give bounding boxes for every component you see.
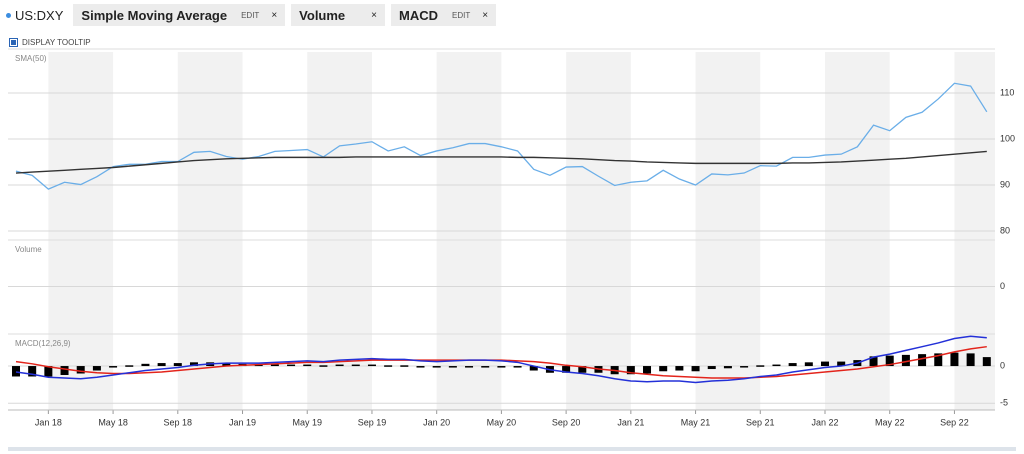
pane-label: Volume	[15, 245, 42, 254]
histogram-bar	[691, 366, 700, 372]
histogram-bar	[465, 366, 474, 368]
histogram-bar	[950, 352, 959, 367]
close-button[interactable]: ×	[482, 9, 489, 21]
histogram-bar	[319, 365, 328, 367]
histogram-bar	[109, 366, 118, 368]
histogram-bar	[189, 362, 198, 367]
histogram-bar	[367, 364, 376, 367]
histogram-bar	[222, 363, 231, 367]
y-tick-label: 80	[1000, 225, 1010, 235]
indicator-name: Volume	[299, 7, 346, 23]
histogram-bar	[821, 361, 829, 367]
histogram-bar	[934, 353, 943, 367]
histogram-bar	[869, 356, 878, 367]
x-tick-label: Jan 21	[617, 417, 644, 427]
x-tick-label: May 21	[681, 417, 711, 427]
histogram-bar	[643, 366, 652, 374]
y-tick-label: 0	[1000, 281, 1005, 291]
histogram-bar	[400, 365, 409, 367]
series-line	[15, 150, 987, 174]
histogram-bar	[723, 366, 732, 369]
histogram-bar	[982, 357, 991, 367]
edit-button[interactable]: EDIT	[452, 10, 471, 20]
toolbar: US:DXY Simple Moving Average EDIT × Volume…	[0, 4, 502, 26]
indicator-tab[interactable]: Simple Moving Average EDIT ×	[73, 4, 286, 26]
x-tick-label: May 20	[487, 417, 517, 427]
histogram-bar	[481, 366, 490, 368]
histogram-bar	[885, 355, 894, 367]
symbol[interactable]: US:DXY	[6, 8, 63, 23]
pane-label: SMA(50)	[15, 54, 47, 63]
y-tick-label: 0	[1000, 360, 1005, 370]
pane-label: MACD(12,26,9)	[15, 339, 71, 348]
histogram-bar	[60, 366, 69, 375]
histogram-bar	[28, 366, 37, 377]
histogram-bar	[173, 363, 182, 367]
x-tick-label: May 22	[875, 417, 905, 427]
histogram-bar	[432, 366, 441, 368]
histogram-bar	[141, 363, 150, 367]
histogram-bar	[901, 354, 910, 367]
histogram-bar	[448, 366, 457, 368]
y-tick-label: 90	[1000, 179, 1010, 189]
x-tick-label: Sep 18	[164, 417, 193, 427]
histogram-bar	[497, 366, 506, 368]
indicator-name: Simple Moving Average	[81, 7, 228, 23]
x-tick-label: Jan 20	[423, 417, 450, 427]
tooltip-toggle[interactable]: DISPLAY TOOLTIP	[9, 38, 91, 47]
histogram-bar	[351, 364, 360, 367]
x-tick-label: Jan 22	[811, 417, 838, 427]
histogram-bar	[659, 366, 668, 372]
x-tick-label: Sep 20	[552, 417, 581, 427]
indicator-tab[interactable]: MACD EDIT ×	[391, 4, 497, 26]
histogram-bar	[529, 366, 538, 371]
histogram-bar	[578, 366, 587, 373]
histogram-bar	[707, 366, 716, 370]
histogram-bar	[788, 363, 797, 367]
histogram-bar	[44, 366, 53, 377]
histogram-bar	[804, 362, 813, 367]
x-tick-label: May 19	[292, 417, 322, 427]
y-tick-label: 100	[1000, 133, 1015, 143]
close-button[interactable]: ×	[371, 9, 378, 21]
histogram-bar	[756, 365, 765, 367]
edit-button[interactable]: EDIT	[241, 10, 260, 20]
histogram-bar	[12, 366, 20, 377]
histogram-bar	[772, 364, 781, 367]
histogram-bar	[513, 366, 522, 368]
histogram-bar	[626, 366, 635, 375]
x-tick-label: Sep 22	[940, 417, 969, 427]
histogram-bar	[125, 365, 134, 367]
histogram-bar	[303, 364, 312, 367]
histogram-bar	[157, 363, 166, 367]
x-tick-label: Sep 19	[358, 417, 387, 427]
histogram-bar	[837, 361, 846, 367]
tooltip-label: DISPLAY TOOLTIP	[22, 38, 91, 47]
indicator-tab[interactable]: Volume ×	[291, 4, 386, 26]
histogram-bar	[740, 366, 749, 368]
histogram-bar	[92, 366, 101, 371]
histogram-bar	[76, 366, 85, 374]
close-button[interactable]: ×	[271, 9, 278, 21]
x-tick-label: May 18	[98, 417, 128, 427]
histogram-bar	[416, 366, 425, 368]
histogram-bar	[675, 366, 684, 371]
x-tick-label: Jan 19	[229, 417, 256, 427]
histogram-bar	[270, 364, 279, 367]
histogram-bar	[287, 364, 296, 367]
histogram-bar	[918, 354, 927, 367]
histogram-bar	[384, 365, 393, 367]
histogram-bar	[562, 366, 571, 373]
y-tick-label: -5	[1000, 398, 1008, 408]
y-tick-label: 110	[1000, 87, 1014, 97]
histogram-bar	[335, 364, 344, 367]
checkbox[interactable]	[9, 38, 18, 47]
series-line	[15, 335, 987, 384]
histogram-bar	[966, 353, 975, 367]
x-tick-label: Jan 18	[35, 417, 62, 427]
x-tick-label: Sep 21	[746, 417, 775, 427]
indicator-name: MACD	[399, 7, 439, 23]
